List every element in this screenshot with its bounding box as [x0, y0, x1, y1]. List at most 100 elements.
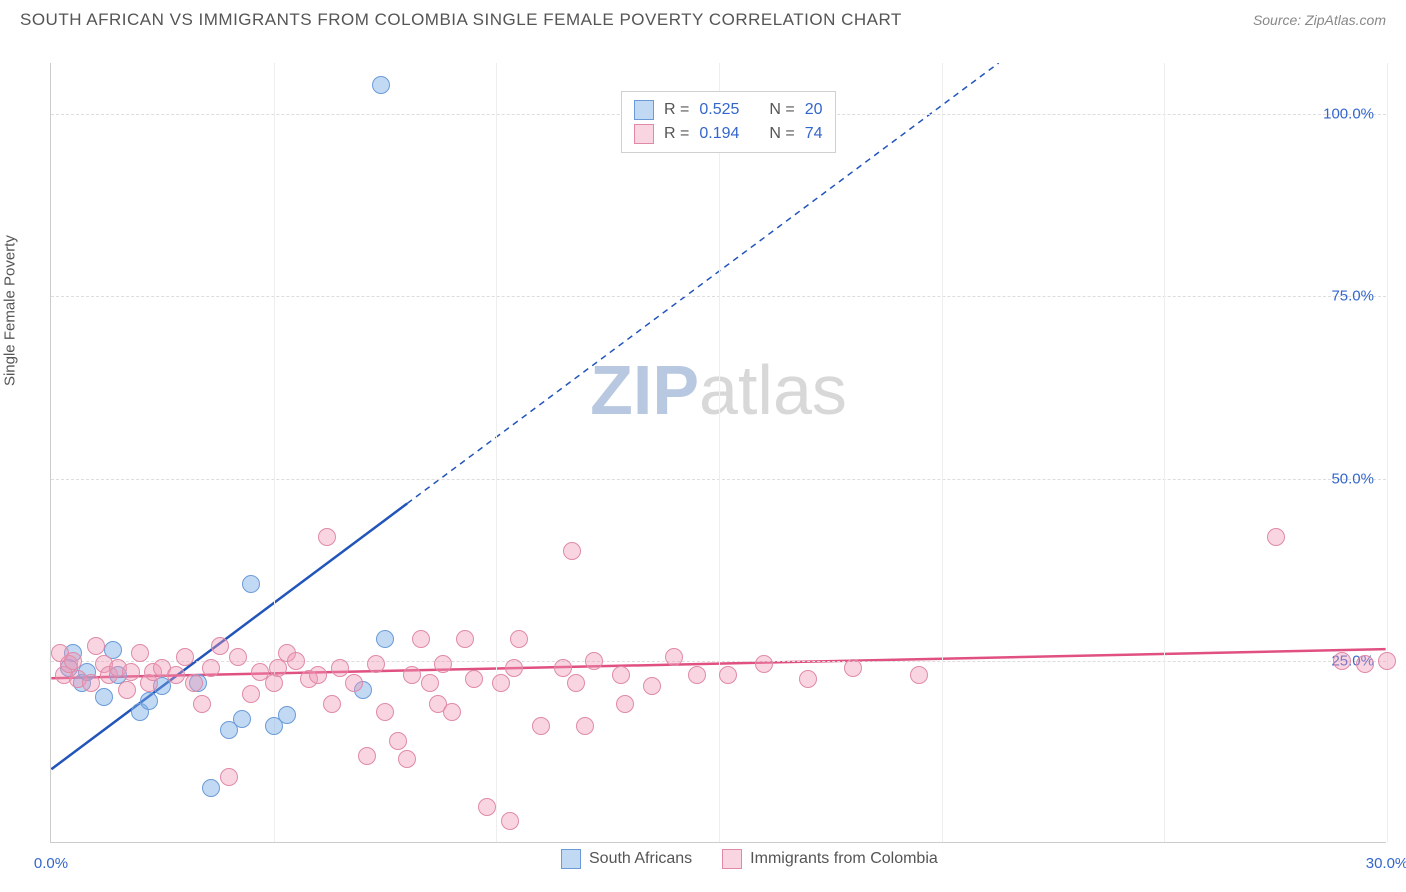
- scatter-point: [242, 575, 260, 593]
- y-tick-label: 50.0%: [1331, 470, 1374, 487]
- scatter-point: [309, 666, 327, 684]
- legend-n-label: N =: [769, 101, 794, 119]
- scatter-point: [612, 666, 630, 684]
- legend-swatch: [561, 849, 581, 869]
- scatter-point: [643, 677, 661, 695]
- scatter-point: [554, 659, 572, 677]
- scatter-point: [567, 674, 585, 692]
- scatter-point: [372, 76, 390, 94]
- legend-series-name: Immigrants from Colombia: [750, 850, 938, 868]
- grid-line-v: [496, 63, 497, 842]
- scatter-point: [82, 674, 100, 692]
- y-tick-label: 100.0%: [1323, 106, 1374, 123]
- grid-line-v: [1164, 63, 1165, 842]
- legend-r-label: R =: [664, 125, 689, 143]
- scatter-point: [278, 706, 296, 724]
- scatter-point: [443, 703, 461, 721]
- legend-series-item: South Africans: [561, 849, 692, 869]
- scatter-point: [185, 674, 203, 692]
- y-axis-label: Single Female Poverty: [2, 235, 19, 386]
- scatter-point: [563, 542, 581, 560]
- legend-stats-box: R =0.525N =20R =0.194N =74: [621, 91, 836, 153]
- scatter-point: [1356, 655, 1374, 673]
- chart-container: Single Female Poverty ZIPatlas 25.0%50.0…: [0, 38, 1406, 868]
- scatter-point: [323, 695, 341, 713]
- grid-line-v: [1387, 63, 1388, 842]
- y-tick-label: 75.0%: [1331, 288, 1374, 305]
- legend-r-label: R =: [664, 101, 689, 119]
- scatter-point: [131, 644, 149, 662]
- scatter-point: [193, 695, 211, 713]
- legend-series-name: South Africans: [589, 850, 692, 868]
- scatter-point: [87, 637, 105, 655]
- scatter-point: [233, 710, 251, 728]
- legend-swatch: [722, 849, 742, 869]
- scatter-point: [844, 659, 862, 677]
- legend-swatch: [634, 124, 654, 144]
- scatter-point: [403, 666, 421, 684]
- scatter-point: [229, 648, 247, 666]
- scatter-point: [202, 659, 220, 677]
- scatter-point: [465, 670, 483, 688]
- scatter-point: [358, 747, 376, 765]
- legend-n-label: N =: [769, 125, 794, 143]
- scatter-point: [755, 655, 773, 673]
- watermark-atlas: atlas: [699, 351, 847, 429]
- x-tick-label: 30.0%: [1366, 855, 1406, 872]
- scatter-point: [367, 655, 385, 673]
- chart-title: SOUTH AFRICAN VS IMMIGRANTS FROM COLOMBI…: [20, 10, 902, 30]
- scatter-point: [616, 695, 634, 713]
- scatter-point: [510, 630, 528, 648]
- scatter-point: [532, 717, 550, 735]
- legend-series-item: Immigrants from Colombia: [722, 849, 938, 869]
- scatter-point: [118, 681, 136, 699]
- scatter-point: [492, 674, 510, 692]
- scatter-point: [688, 666, 706, 684]
- scatter-point: [585, 652, 603, 670]
- scatter-point: [389, 732, 407, 750]
- scatter-point: [1267, 528, 1285, 546]
- scatter-point: [505, 659, 523, 677]
- scatter-point: [376, 630, 394, 648]
- scatter-point: [167, 666, 185, 684]
- scatter-point: [1378, 652, 1396, 670]
- scatter-point: [376, 703, 394, 721]
- legend-r-value: 0.525: [699, 101, 739, 119]
- scatter-point: [799, 670, 817, 688]
- scatter-point: [456, 630, 474, 648]
- grid-line-v: [942, 63, 943, 842]
- chart-header: SOUTH AFRICAN VS IMMIGRANTS FROM COLOMBI…: [0, 0, 1406, 38]
- scatter-point: [665, 648, 683, 666]
- scatter-point: [211, 637, 229, 655]
- plot-area: ZIPatlas 25.0%50.0%75.0%100.0%0.0%30.0%R…: [50, 63, 1386, 843]
- x-tick-label: 0.0%: [34, 855, 68, 872]
- scatter-point: [910, 666, 928, 684]
- legend-series: South Africans Immigrants from Colombia: [561, 849, 938, 869]
- scatter-point: [412, 630, 430, 648]
- scatter-point: [345, 674, 363, 692]
- scatter-point: [64, 652, 82, 670]
- grid-line-v: [719, 63, 720, 842]
- scatter-point: [576, 717, 594, 735]
- scatter-point: [318, 528, 336, 546]
- scatter-point: [140, 692, 158, 710]
- scatter-point: [719, 666, 737, 684]
- legend-stats-row: R =0.525N =20: [634, 98, 823, 122]
- scatter-point: [1333, 652, 1351, 670]
- scatter-point: [501, 812, 519, 830]
- scatter-point: [122, 663, 140, 681]
- scatter-point: [242, 685, 260, 703]
- legend-swatch: [634, 100, 654, 120]
- scatter-point: [421, 674, 439, 692]
- legend-stats-row: R = 0.194 N = 74: [634, 122, 823, 146]
- scatter-point: [95, 688, 113, 706]
- scatter-point: [434, 655, 452, 673]
- scatter-point: [220, 768, 238, 786]
- scatter-point: [202, 779, 220, 797]
- scatter-point: [398, 750, 416, 768]
- legend-r-value: 0.194: [699, 125, 739, 143]
- watermark-zip: ZIP: [590, 351, 699, 429]
- chart-source: Source: ZipAtlas.com: [1253, 12, 1386, 28]
- legend-n-value: 74: [805, 125, 823, 143]
- scatter-point: [287, 652, 305, 670]
